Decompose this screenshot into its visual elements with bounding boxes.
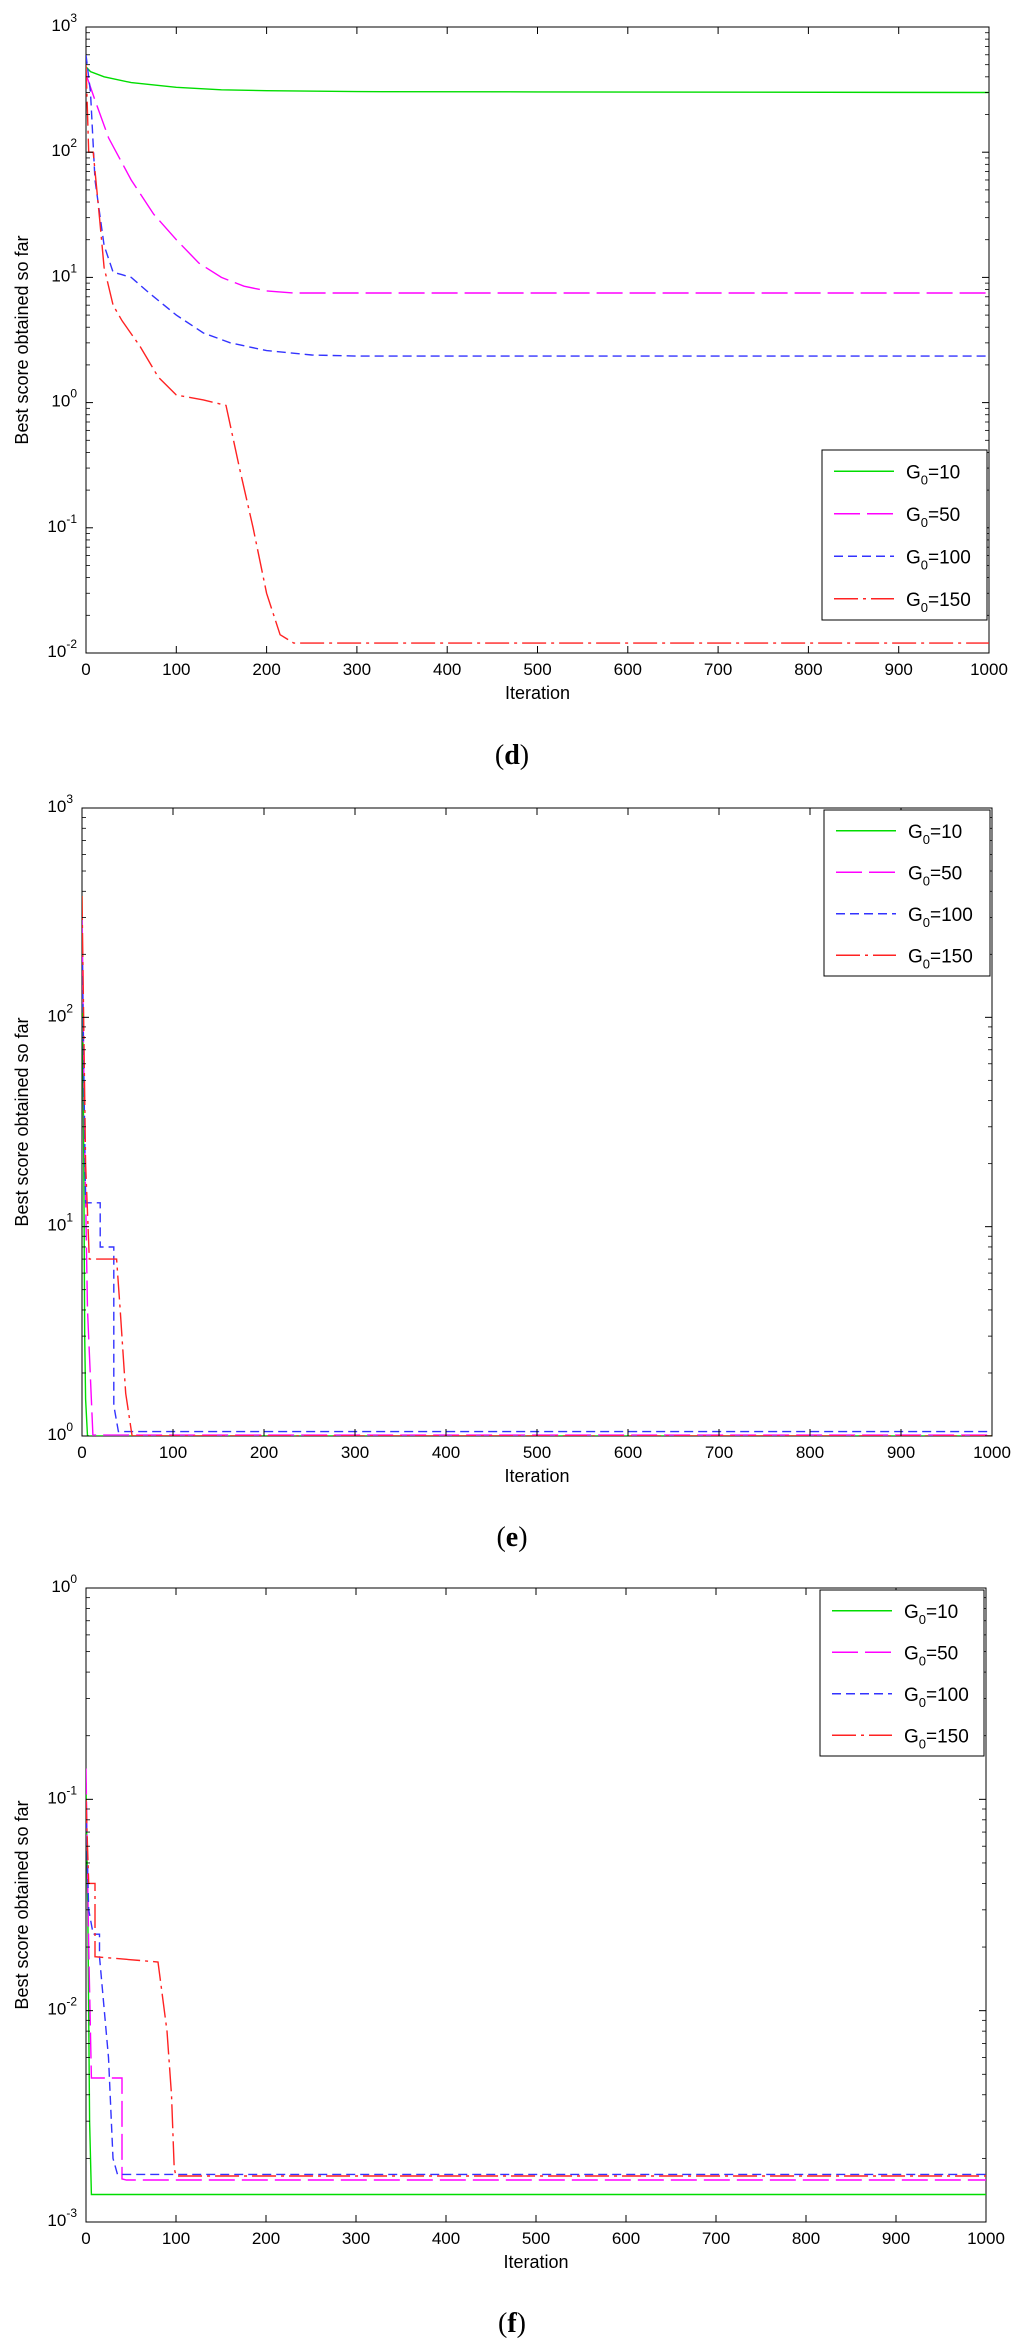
legend-label: G0=150: [906, 590, 971, 615]
legend-box: [819, 1589, 985, 1757]
x-tick-label: 800: [794, 660, 822, 679]
x-tick-label: 1000: [970, 660, 1008, 679]
x-tick-label: 300: [343, 660, 371, 679]
x-tick-label: 500: [522, 2229, 550, 2248]
x-tick-label: 800: [796, 1443, 824, 1462]
panel-caption: (f): [498, 2308, 526, 2339]
x-tick-label: 600: [614, 660, 642, 679]
y-axis-label: Best score obtained so far: [12, 1017, 32, 1226]
x-axis-label: Iteration: [505, 683, 570, 703]
legend-label: G0=50: [904, 1643, 958, 1668]
legend-label: G0=100: [904, 1685, 969, 1710]
x-tick-label: 100: [159, 1443, 187, 1462]
chart-panel-e: 0 100 200 300 400 500 600 700 800 900 100010010110…: [12, 792, 1011, 1553]
y-tick-label: 10-2: [47, 1995, 77, 2019]
legend-label: G0=10: [904, 1602, 958, 1627]
y-tick-label: 101: [47, 1211, 73, 1235]
panel-caption: (d): [495, 740, 529, 771]
y-tick-label: 10-3: [47, 2206, 77, 2230]
x-tick-label: 400: [432, 2229, 460, 2248]
legend-label: G0=10: [906, 462, 960, 487]
panel-caption: (e): [496, 1522, 527, 1553]
legend-label: G0=150: [908, 946, 973, 971]
x-tick-label: 900: [882, 2229, 910, 2248]
y-tick-label: 103: [51, 11, 77, 35]
x-tick-label: 1000: [967, 2229, 1005, 2248]
y-axis-label: Best score obtained so far: [12, 235, 32, 444]
x-tick-label: 200: [252, 2229, 280, 2248]
legend-label: G0=150: [904, 1726, 969, 1751]
series-line-G0=150: [82, 895, 992, 1436]
y-tick-label: 10-1: [47, 512, 77, 536]
x-tick-label: 100: [162, 660, 190, 679]
x-tick-label: 200: [252, 660, 280, 679]
x-tick-label: 500: [523, 1443, 551, 1462]
legend-label: G0=50: [908, 863, 962, 888]
x-tick-label: 900: [887, 1443, 915, 1462]
legend-label: G0=10: [908, 822, 962, 847]
x-tick-label: 600: [614, 1443, 642, 1462]
x-tick-label: 0: [81, 2229, 90, 2248]
legend-label: G0=50: [906, 505, 960, 530]
chart-panel-d: 0 100 200 300 400 500 600 700 800 900 1000 10-2 10-1…: [12, 11, 1008, 771]
x-tick-label: 700: [702, 2229, 730, 2248]
y-tick-label: 103: [47, 792, 73, 816]
y-tick-label: 10-2: [47, 637, 77, 661]
legend-label: G0=100: [906, 547, 971, 572]
y-axis-label: Best score obtained so far: [12, 1800, 32, 2009]
x-tick-label: 300: [342, 2229, 370, 2248]
x-tick-label: 200: [250, 1443, 278, 1462]
x-tick-label: 100: [162, 2229, 190, 2248]
x-axis-label: Iteration: [503, 2252, 568, 2272]
x-tick-label: 600: [612, 2229, 640, 2248]
legend-box: [823, 809, 991, 977]
series-line-G0=10: [82, 895, 992, 1436]
series-line-G0=150: [86, 1799, 986, 2177]
x-tick-label: 0: [77, 1443, 86, 1462]
x-axis-label: Iteration: [504, 1466, 569, 1486]
chart-panel-f: 0 100 200 300 400 500 600 700 800 900 1000 10-3 10-2…: [12, 1572, 1005, 2339]
series-line-G0=150: [86, 64, 989, 644]
x-tick-label: 0: [81, 660, 90, 679]
x-tick-label: 800: [792, 2229, 820, 2248]
x-tick-label: 1000: [973, 1443, 1011, 1462]
y-tick-label: 100: [47, 1420, 73, 1444]
y-tick-label: 10-1: [47, 1783, 77, 1807]
legend-box: [821, 449, 988, 621]
y-tick-label: 102: [51, 136, 77, 160]
x-tick-label: 700: [704, 660, 732, 679]
y-tick-label: 100: [51, 1572, 77, 1596]
x-tick-label: 400: [433, 660, 461, 679]
y-tick-label: 101: [51, 261, 77, 285]
series-group: [82, 895, 992, 1436]
x-tick-label: 700: [705, 1443, 733, 1462]
legend-label: G0=100: [908, 905, 973, 930]
series-line-G0=10: [86, 66, 989, 94]
x-tick-label: 300: [341, 1443, 369, 1462]
x-tick-label: 900: [885, 660, 913, 679]
series-group: [86, 54, 989, 644]
y-tick-label: 100: [51, 387, 77, 411]
y-tick-label: 102: [47, 1001, 73, 1025]
series-line-G0=50: [86, 73, 989, 294]
x-tick-label: 400: [432, 1443, 460, 1462]
x-tick-label: 500: [523, 660, 551, 679]
